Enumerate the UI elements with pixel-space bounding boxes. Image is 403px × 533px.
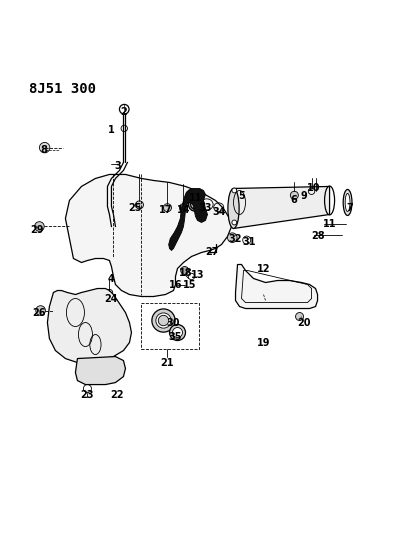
Ellipse shape xyxy=(156,313,171,328)
Circle shape xyxy=(228,233,237,243)
Text: 7: 7 xyxy=(346,204,353,214)
Text: 30: 30 xyxy=(167,318,180,328)
Circle shape xyxy=(232,188,237,193)
Circle shape xyxy=(181,266,189,274)
Circle shape xyxy=(232,220,237,225)
Text: 13: 13 xyxy=(191,270,204,279)
Text: 18: 18 xyxy=(179,268,192,278)
Ellipse shape xyxy=(172,328,183,337)
Ellipse shape xyxy=(343,189,352,215)
Text: 5: 5 xyxy=(238,191,245,201)
Circle shape xyxy=(135,201,143,209)
Ellipse shape xyxy=(152,309,175,332)
Text: 8J51 300: 8J51 300 xyxy=(29,83,96,96)
Text: 21: 21 xyxy=(161,358,174,368)
Text: 6: 6 xyxy=(290,196,297,205)
Text: 11: 11 xyxy=(189,193,202,204)
Polygon shape xyxy=(48,288,131,362)
Text: 32: 32 xyxy=(229,235,242,244)
Text: 26: 26 xyxy=(33,308,46,318)
Text: 20: 20 xyxy=(297,318,310,328)
Ellipse shape xyxy=(188,197,204,212)
Text: 24: 24 xyxy=(105,294,118,303)
Ellipse shape xyxy=(191,199,202,209)
Circle shape xyxy=(290,191,298,199)
Ellipse shape xyxy=(228,189,239,229)
Text: 3: 3 xyxy=(114,161,121,172)
Circle shape xyxy=(295,312,303,320)
Text: 17: 17 xyxy=(159,205,172,215)
Bar xyxy=(141,303,199,349)
Text: 11: 11 xyxy=(323,220,337,230)
Polygon shape xyxy=(169,189,208,251)
Circle shape xyxy=(39,142,50,153)
Circle shape xyxy=(179,204,187,212)
Polygon shape xyxy=(233,187,330,229)
Ellipse shape xyxy=(345,193,350,212)
Text: 35: 35 xyxy=(169,332,182,342)
Ellipse shape xyxy=(158,316,169,326)
Text: 25: 25 xyxy=(129,204,142,214)
Text: 34: 34 xyxy=(213,207,226,217)
Circle shape xyxy=(36,306,46,316)
Text: 22: 22 xyxy=(111,390,124,400)
Text: 4: 4 xyxy=(108,273,115,284)
Circle shape xyxy=(164,204,172,212)
Text: 8: 8 xyxy=(40,146,47,156)
Text: 28: 28 xyxy=(311,231,324,241)
Text: 12: 12 xyxy=(257,263,270,273)
Ellipse shape xyxy=(170,325,185,341)
Text: 14: 14 xyxy=(177,205,190,215)
Polygon shape xyxy=(65,174,231,296)
Polygon shape xyxy=(75,357,125,385)
Text: 33: 33 xyxy=(199,204,212,214)
Text: 1: 1 xyxy=(108,125,115,135)
Text: 2: 2 xyxy=(120,108,127,117)
Text: 10: 10 xyxy=(307,183,320,193)
Text: 16: 16 xyxy=(169,279,182,289)
Circle shape xyxy=(121,125,127,132)
Circle shape xyxy=(35,222,44,231)
Polygon shape xyxy=(235,264,318,309)
Text: 31: 31 xyxy=(243,238,256,247)
Text: 27: 27 xyxy=(205,247,218,257)
Text: 19: 19 xyxy=(257,337,270,348)
Text: 9: 9 xyxy=(300,191,307,201)
Text: 15: 15 xyxy=(183,279,196,289)
Text: 23: 23 xyxy=(81,390,94,400)
Text: 29: 29 xyxy=(31,225,44,236)
